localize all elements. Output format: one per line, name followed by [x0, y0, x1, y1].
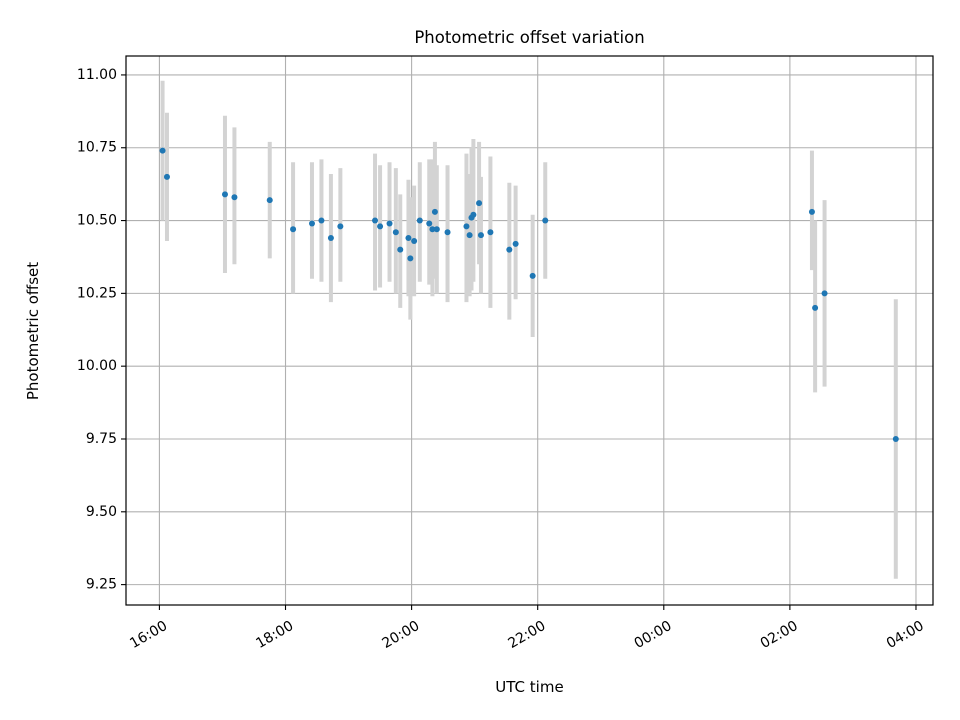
data-point — [542, 217, 549, 224]
y-tick-label: 11.00 — [77, 67, 117, 83]
y-tick-label: 10.00 — [77, 358, 117, 374]
data-point — [290, 226, 297, 233]
data-point — [812, 304, 819, 311]
data-point — [407, 255, 414, 262]
grid — [126, 56, 933, 605]
data-point — [397, 246, 404, 253]
data-point — [411, 237, 418, 244]
y-axis-label: Photometric offset — [24, 262, 42, 400]
data-point — [231, 194, 238, 201]
data-point — [405, 235, 412, 242]
data-point — [416, 217, 423, 224]
data-point — [266, 197, 273, 204]
plot-frame — [125, 55, 934, 606]
data-point — [429, 226, 436, 233]
data-points — [159, 147, 899, 442]
data-point — [327, 235, 334, 242]
data-point — [808, 208, 815, 215]
data-point — [372, 217, 379, 224]
data-point — [377, 223, 384, 230]
data-point — [470, 211, 477, 218]
x-axis-label: UTC time — [495, 678, 563, 696]
data-point — [506, 246, 513, 253]
data-point — [466, 232, 473, 239]
data-point — [433, 226, 440, 233]
data-point — [444, 229, 451, 236]
data-point — [892, 435, 899, 442]
y-tick-label: 9.25 — [86, 577, 117, 593]
data-point — [821, 290, 828, 297]
data-point — [337, 223, 344, 230]
data-point — [477, 232, 484, 239]
data-point — [463, 223, 470, 230]
data-point — [487, 229, 494, 236]
data-point — [529, 272, 536, 279]
data-point — [386, 220, 393, 227]
y-axis: 9.25 9.50 9.75 10.00 10.25 10.50 10.75 11.00 — [77, 67, 126, 593]
data-point — [308, 220, 315, 227]
y-tick-label: 9.50 — [86, 504, 117, 520]
data-point — [512, 240, 519, 247]
data-point — [392, 229, 399, 236]
y-tick-label: 10.75 — [77, 140, 117, 156]
data-point — [163, 173, 170, 180]
data-point — [476, 200, 483, 207]
data-point — [431, 208, 438, 215]
data-point — [426, 220, 433, 227]
data-point — [318, 217, 325, 224]
chart-title: Photometric offset variation — [414, 28, 644, 47]
y-tick-label: 9.75 — [86, 431, 117, 447]
data-point — [221, 191, 228, 198]
y-tick-label: 10.50 — [77, 213, 117, 229]
y-tick-label: 10.25 — [77, 285, 117, 301]
data-point — [159, 147, 166, 154]
